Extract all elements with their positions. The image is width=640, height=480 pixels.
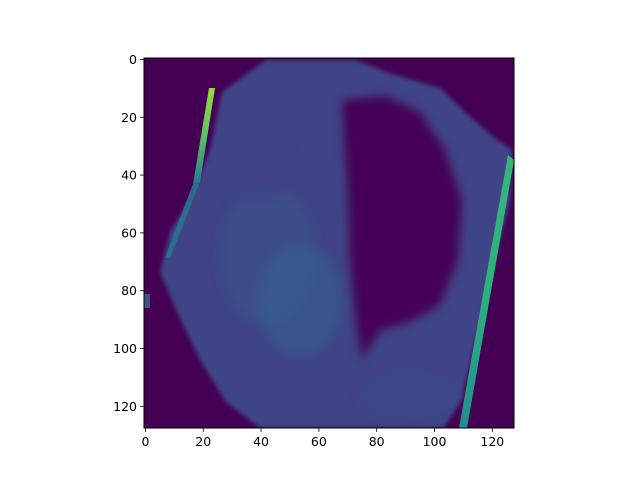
y-tick-label: 40: [121, 168, 137, 183]
heatmap-streak-right: [459, 155, 514, 428]
x-tick-label: 20: [195, 434, 211, 449]
heatmap-image: [144, 58, 514, 428]
y-tick-label: 0: [129, 52, 137, 67]
heatmap-streak-left-lower: [165, 182, 200, 258]
x-tick-label: 60: [311, 434, 327, 449]
x-tick-label: 40: [253, 434, 269, 449]
heatmap-region-bright-b: [258, 245, 342, 355]
heatmap-edge-patch: [144, 294, 150, 308]
heatmap-region-hollow: [342, 96, 462, 360]
y-axis: 0 20 40 60 80 100 120: [113, 52, 144, 414]
x-tick-label: 0: [141, 434, 149, 449]
heatmap-streak-left: [193, 88, 215, 184]
x-axis: 0 20 40 60 80 100 120: [141, 428, 504, 449]
x-tick-label: 80: [369, 434, 385, 449]
y-tick-label: 60: [121, 225, 137, 240]
heatmap-region-bright-c: [215, 135, 295, 205]
axes-frame: [143, 57, 515, 429]
y-tick-label: 120: [113, 399, 137, 414]
x-tick-label: 120: [480, 434, 504, 449]
y-tick-label: 20: [121, 110, 137, 125]
y-tick-label: 80: [121, 283, 137, 298]
heatmap-region-lower: [360, 369, 460, 421]
x-tick-label: 100: [423, 434, 447, 449]
y-tick-label: 100: [113, 341, 137, 356]
